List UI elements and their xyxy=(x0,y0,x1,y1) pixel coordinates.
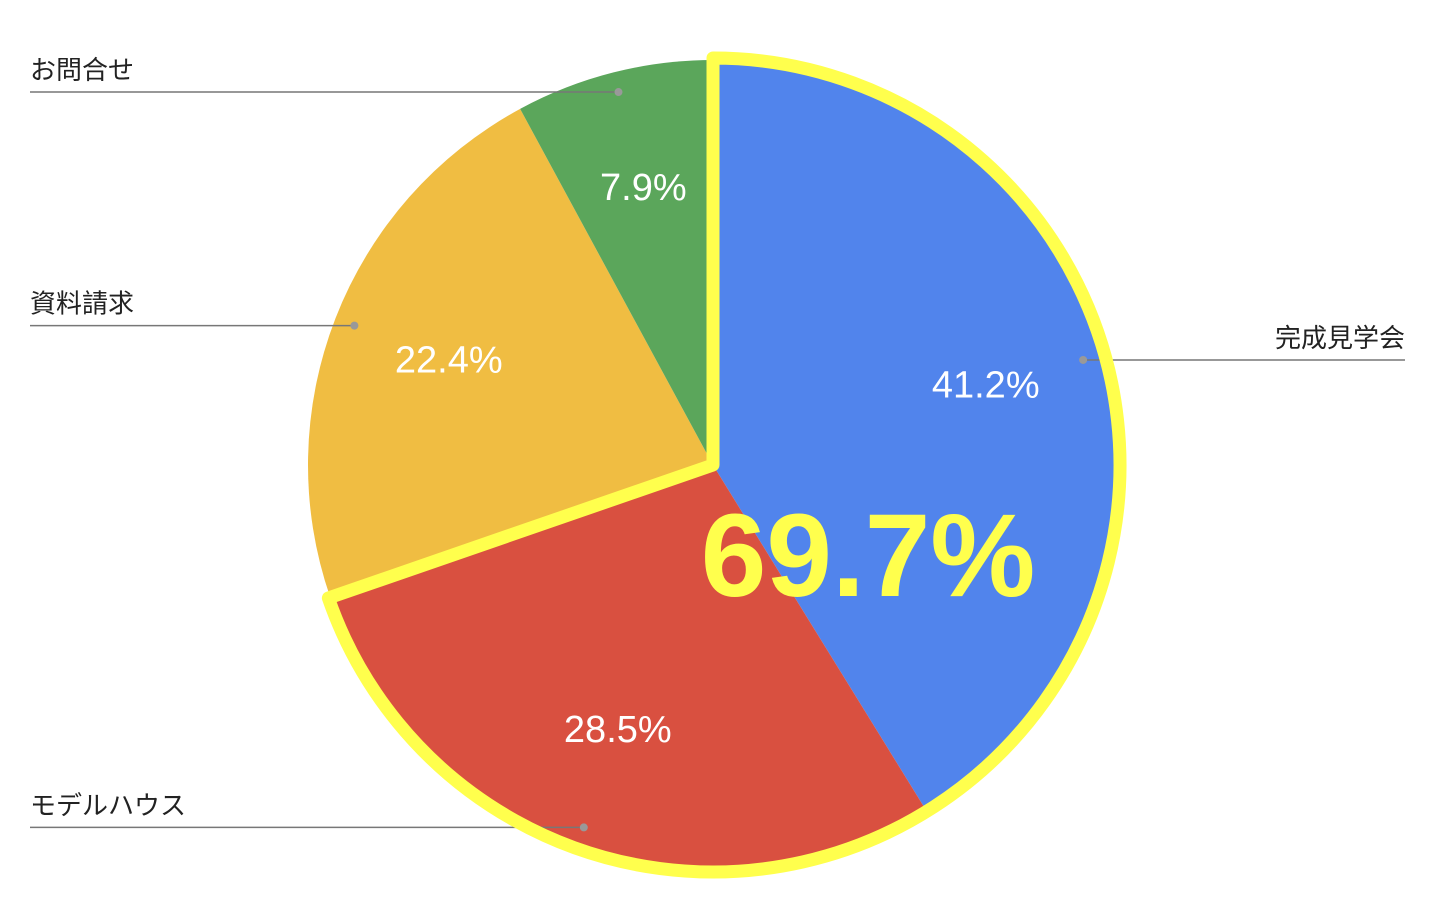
pie-slice xyxy=(520,60,713,465)
pie-slice xyxy=(330,465,926,870)
slice-label: 22.4% xyxy=(395,339,503,381)
highlight-outline xyxy=(321,51,1127,879)
highlight-label: 69.7% xyxy=(701,490,1036,622)
category-label: お問合せ xyxy=(30,55,134,85)
category-label: 資料請求 xyxy=(30,288,134,318)
leader-dot xyxy=(614,88,623,97)
leader-dot xyxy=(579,823,588,832)
leader-dot xyxy=(350,321,359,330)
category-label: 完成見学会 xyxy=(1275,323,1405,353)
pie-slice xyxy=(307,108,713,598)
slice-label: 41.2% xyxy=(932,365,1040,407)
slice-label: 7.9% xyxy=(600,167,687,209)
category-label: モデルハウス xyxy=(30,790,186,820)
leader-dot xyxy=(1079,355,1088,364)
pie-slice xyxy=(713,60,1119,810)
slice-label: 28.5% xyxy=(564,709,672,751)
